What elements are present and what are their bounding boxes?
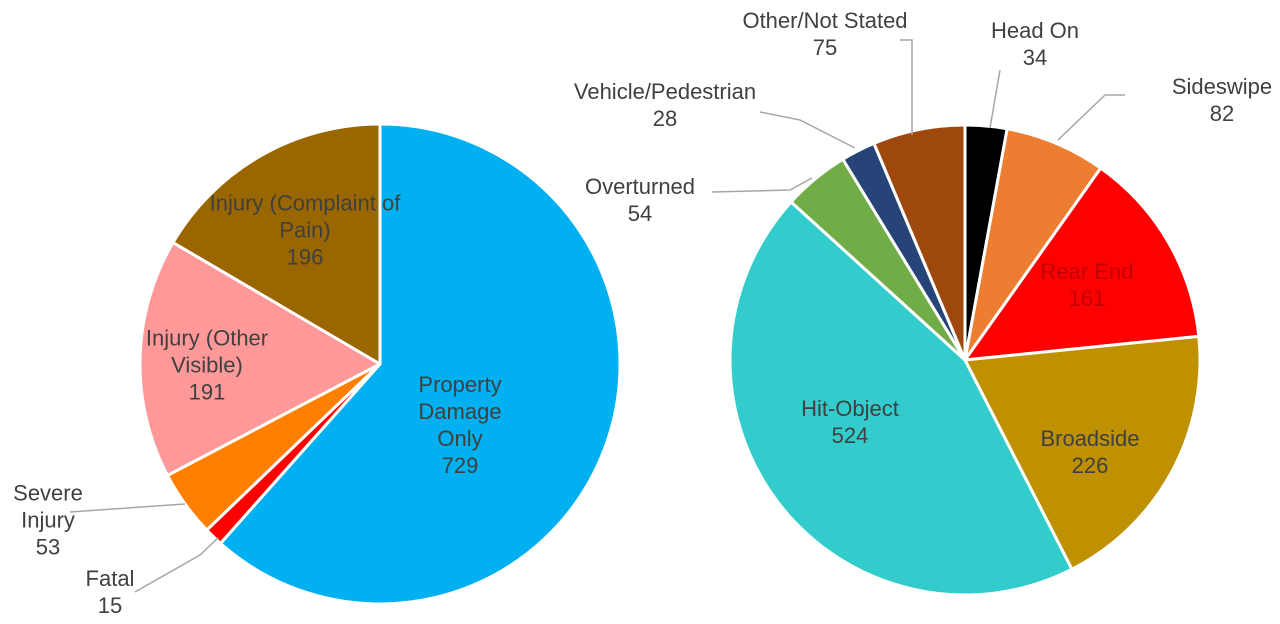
pie-slice: [171, 122, 382, 366]
pie-slice: [963, 127, 1103, 362]
value-label: 34: [1022, 45, 1048, 70]
value-label: 196: [286, 244, 324, 270]
leader-line: [711, 177, 813, 193]
category-name: Injury (Other Visible): [145, 325, 269, 378]
category-name: Overturned: [584, 174, 696, 199]
value-label: 524: [831, 423, 869, 448]
data-label: Severe Injury 53: [3, 480, 93, 561]
value-label: 53: [35, 534, 61, 560]
pie-slice: [218, 122, 622, 606]
data-label: Overturned 54: [570, 173, 710, 227]
category-name: Rear End: [1040, 259, 1134, 284]
data-label: Property Damage Only 729: [400, 371, 520, 479]
value-label: 28: [652, 106, 678, 131]
category-name: Property Damage Only: [418, 372, 502, 451]
data-label: Vehicle/Pedestrian 28: [550, 78, 780, 132]
pie-slice: [872, 123, 967, 362]
value-label: 191: [188, 379, 226, 405]
value-label: 82: [1209, 101, 1235, 126]
data-label: Injury (Complaint of Pain) 196: [198, 190, 413, 271]
pie-slice: [963, 334, 1202, 571]
category-name: Other/Not Stated: [742, 8, 908, 33]
leader-line: [989, 69, 1001, 129]
data-label: Injury (Other Visible) 191: [122, 325, 292, 406]
leader-line: [900, 39, 913, 135]
value-label: 226: [1071, 453, 1109, 478]
leader-line: [1057, 94, 1125, 141]
category-name: Sideswipe: [1171, 74, 1273, 99]
pie-slice: [138, 241, 382, 477]
pie-slice: [728, 200, 1074, 597]
data-label: Broadside 226: [1030, 425, 1150, 479]
category-name: Head On: [990, 18, 1080, 43]
category-name: Injury (Complaint of Pain): [209, 190, 401, 243]
data-label: Head On 34: [980, 17, 1090, 71]
data-label: Hit-Object 524: [785, 395, 915, 449]
value-label: 729: [441, 453, 479, 478]
leader-line: [759, 111, 856, 149]
category-name: Severe Injury: [13, 480, 83, 533]
category-name: Fatal: [85, 566, 135, 591]
category-name: Hit-Object: [801, 396, 899, 421]
category-name: Broadside: [1040, 426, 1140, 451]
leader-line: [69, 503, 186, 513]
value-label: 161: [1068, 286, 1106, 311]
pie-slice: [963, 166, 1201, 362]
data-label: Sideswipe 82: [1162, 73, 1280, 127]
value-label: 54: [627, 201, 653, 226]
data-label: Other/Not Stated 75: [730, 7, 920, 61]
leader-line: [134, 537, 219, 593]
data-label: Rear End 161: [1032, 258, 1142, 312]
data-label: Fatal 15: [70, 565, 150, 619]
value-label: 15: [97, 593, 123, 618]
category-name: Vehicle/Pedestrian: [573, 79, 757, 104]
value-label: 75: [812, 35, 838, 60]
